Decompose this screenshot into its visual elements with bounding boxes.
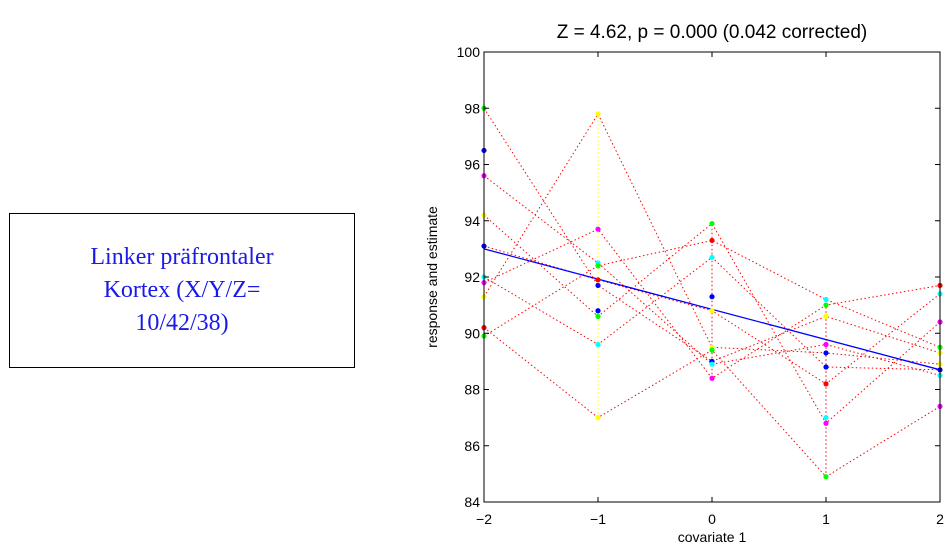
data-point bbox=[709, 294, 715, 300]
data-point bbox=[595, 282, 601, 289]
region-label-box: Linker präfrontaler Kortex (X/Y/Z= 10/42… bbox=[9, 213, 355, 368]
data-point bbox=[823, 415, 829, 421]
dotted-connection-line bbox=[483, 239, 941, 348]
y-axis-label: response and estimate bbox=[424, 206, 440, 348]
region-label-text: Linker präfrontaler Kortex (X/Y/Z= 10/42… bbox=[90, 244, 274, 336]
x-tick-label: 0 bbox=[708, 511, 716, 527]
data-point bbox=[709, 361, 715, 367]
data-point bbox=[709, 308, 715, 314]
dotted-connection-line bbox=[483, 214, 941, 425]
y-tick-label: 84 bbox=[464, 494, 480, 510]
y-tick-label: 90 bbox=[464, 325, 480, 341]
x-tick-label: −2 bbox=[476, 511, 492, 527]
data-point bbox=[823, 341, 829, 348]
data-point bbox=[595, 341, 601, 348]
data-point bbox=[823, 474, 829, 480]
x-tick-label: 2 bbox=[936, 511, 944, 527]
data-point bbox=[709, 347, 715, 353]
data-point bbox=[823, 296, 829, 303]
data-point bbox=[709, 375, 715, 381]
x-tick-label: 1 bbox=[822, 511, 830, 527]
y-tick-label: 86 bbox=[464, 438, 480, 454]
y-tick-label: 88 bbox=[464, 382, 480, 398]
data-point bbox=[595, 226, 601, 232]
dotted-connection-line bbox=[483, 327, 941, 478]
data-point bbox=[595, 277, 601, 283]
data-point bbox=[823, 364, 829, 370]
dotted-connection-line bbox=[483, 107, 941, 362]
data-point bbox=[595, 263, 601, 269]
x-tick-label: −1 bbox=[590, 511, 606, 527]
data-point bbox=[823, 420, 829, 426]
data-point bbox=[823, 381, 829, 387]
y-tick-label: 92 bbox=[464, 269, 480, 285]
data-point bbox=[823, 302, 829, 308]
data-point bbox=[595, 308, 601, 314]
data-point bbox=[823, 350, 829, 356]
chart-title: Z = 4.62, p = 0.000 (0.042 corrected) bbox=[557, 22, 868, 43]
data-point bbox=[595, 111, 601, 117]
y-tick-label: 96 bbox=[464, 157, 480, 173]
y-tick-label: 98 bbox=[464, 100, 480, 116]
data-point bbox=[595, 415, 601, 421]
data-point bbox=[823, 313, 829, 319]
data-point bbox=[595, 313, 601, 319]
data-point bbox=[709, 220, 715, 227]
y-tick-label: 94 bbox=[464, 213, 480, 229]
y-tick-label: 100 bbox=[457, 44, 481, 60]
x-axis-label: covariate 1 bbox=[678, 529, 747, 545]
data-point bbox=[709, 254, 715, 260]
data-point bbox=[709, 237, 715, 244]
